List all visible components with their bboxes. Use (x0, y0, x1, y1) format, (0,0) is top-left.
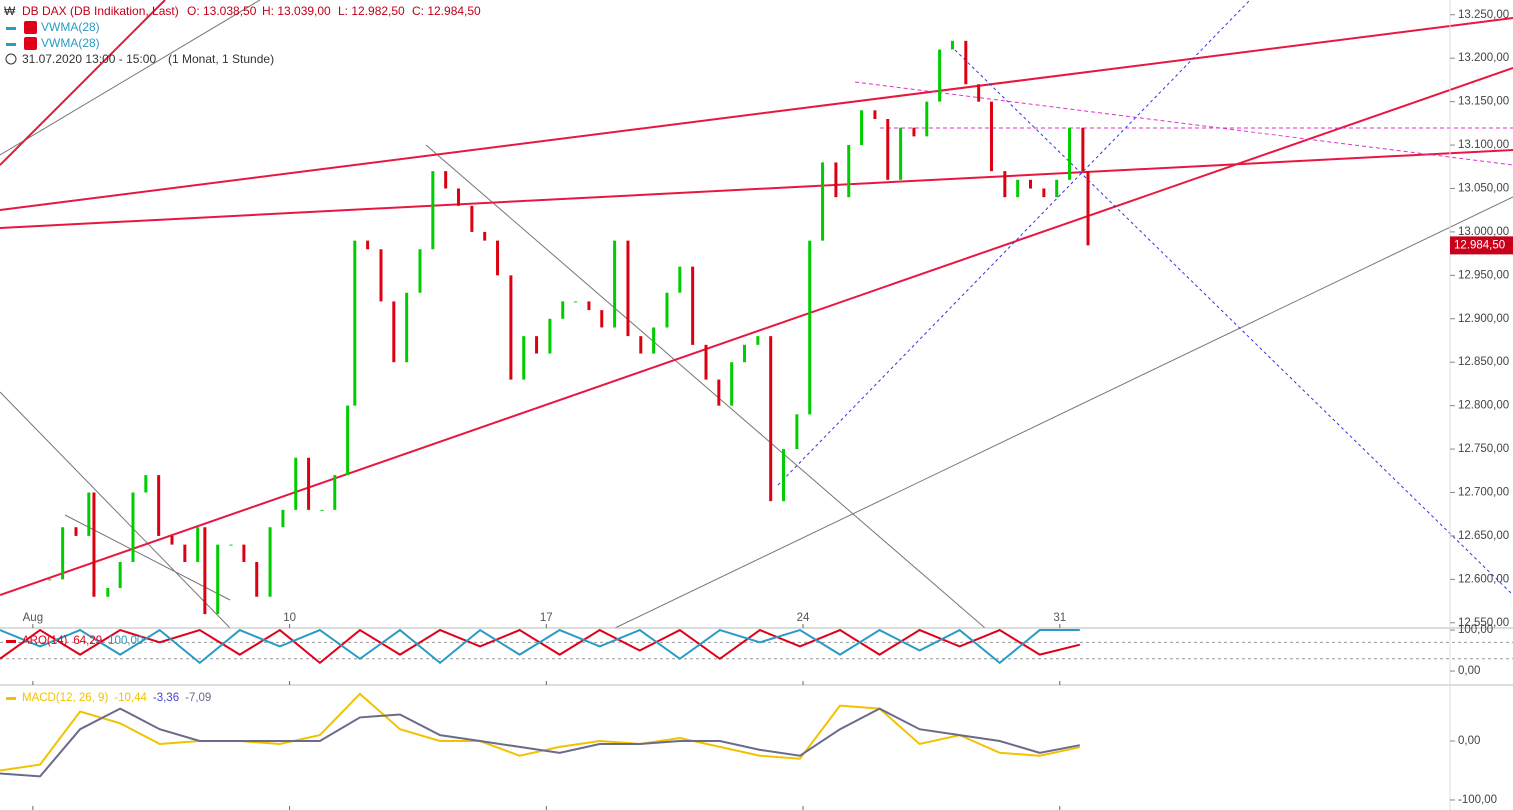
price-label: 12.984,50 (1454, 239, 1505, 251)
price-label-bg (1450, 236, 1513, 255)
ohlc-low: L: 12.982,50 (338, 4, 405, 18)
warning-icon[interactable] (24, 37, 37, 50)
y-tick-label: 13.250,00 (1458, 9, 1509, 21)
indicator-label: VWMA(28) (41, 36, 100, 50)
y-tick-label: 0,00 (1458, 665, 1480, 677)
legend-label: -7,09 (185, 692, 211, 704)
y-tick-label: 12.900,00 (1458, 313, 1509, 325)
legend-label: ARO(14) (22, 635, 68, 647)
legend-swatch (6, 640, 16, 643)
legend-label: 100,00 (108, 635, 143, 647)
y-tick-label: 13.050,00 (1458, 183, 1509, 195)
y-tick-label: -100,00 (1458, 794, 1497, 806)
y-tick-label: 12.600,00 (1458, 573, 1509, 585)
y-tick-label: 12.950,00 (1458, 269, 1509, 281)
series-line (0, 628, 1080, 665)
y-tick-label: 12.800,00 (1458, 400, 1509, 412)
series-line (0, 628, 1081, 665)
legend-label: -3,36 (153, 692, 179, 704)
legend-swatch (6, 27, 16, 30)
indicator-label: VWMA(28) (41, 20, 100, 34)
legend-label: MACD(12, 26, 9) (22, 692, 108, 704)
y-tick-label: 13.150,00 (1458, 96, 1509, 108)
y-tick-label: 13.000,00 (1458, 226, 1509, 238)
header: ₩ DB DAX (DB Indikation, Last) O: 13.038… (4, 4, 481, 66)
y-tick-label: 0,00 (1458, 735, 1480, 747)
ohlc-close: C: 12.984,50 (412, 4, 481, 18)
instrument: DB DAX (DB Indikation, Last) (22, 4, 179, 18)
x-tick-label: Aug (23, 612, 43, 624)
legend-label: -10,44 (114, 692, 147, 704)
y-tick-label: 12.700,00 (1458, 487, 1509, 499)
ohlc-open: O: 13.038,50 (187, 4, 257, 18)
period: 31.07.2020 13:00 - 15:00 (22, 52, 156, 66)
y-tick-label: 12.550,00 (1458, 617, 1509, 629)
range: (1 Monat, 1 Stunde) (168, 52, 274, 66)
series-line (0, 707, 1080, 778)
legend-swatch (6, 43, 16, 46)
x-tick-label: 31 (1053, 612, 1066, 624)
y-tick-label: 12.650,00 (1458, 530, 1509, 542)
legend-label: 64,29 (73, 635, 102, 647)
y-tick-label: 12.750,00 (1458, 443, 1509, 455)
y-tick-label: 13.200,00 (1458, 52, 1509, 64)
y-tick-label: 100,00 (1458, 624, 1493, 636)
x-tick-label: 24 (797, 612, 810, 624)
clock-icon (5, 53, 17, 65)
warning-icon[interactable] (24, 21, 37, 34)
ohlc-high: H: 13.039,00 (262, 4, 331, 18)
x-tick-label: 10 (283, 612, 296, 624)
y-tick-label: 12.850,00 (1458, 356, 1509, 368)
y-tick-label: 13.100,00 (1458, 139, 1509, 151)
icon: ₩ (4, 4, 16, 18)
x-tick-label: 17 (540, 612, 553, 624)
legend-swatch (6, 697, 16, 700)
series-line (0, 692, 1081, 772)
